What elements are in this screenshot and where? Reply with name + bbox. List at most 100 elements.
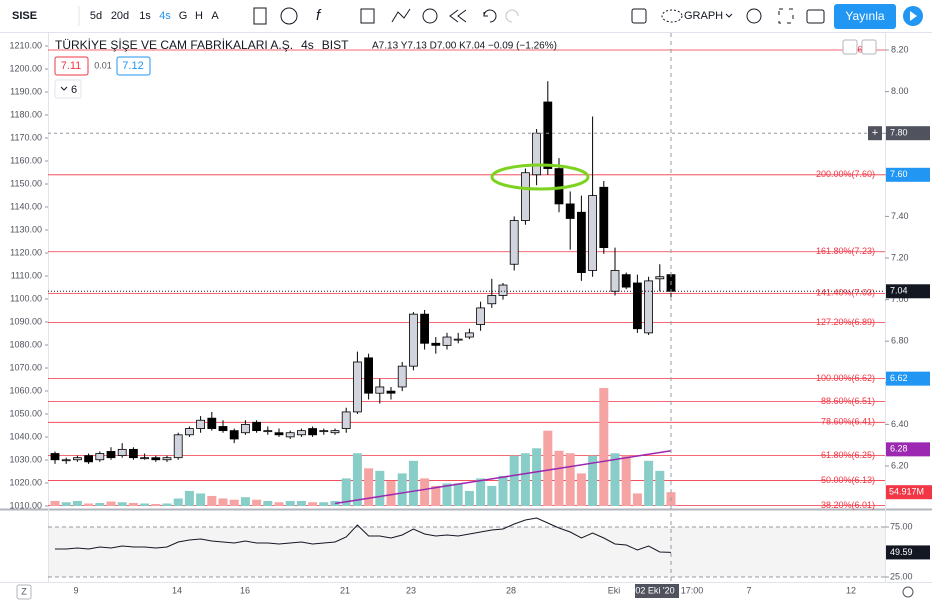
undo-icon[interactable] <box>483 9 497 23</box>
chart-type-button[interactable]: H <box>195 10 203 22</box>
candle-body <box>509 220 519 265</box>
indicators-count: 6 <box>71 84 77 96</box>
volume-bar <box>520 453 530 506</box>
left-tick-label: 1200.00 <box>9 63 42 73</box>
candle-body <box>50 453 60 461</box>
volume-bar <box>599 388 609 506</box>
volume-bar <box>397 473 407 506</box>
volume-bar <box>61 502 71 506</box>
volume-bar <box>140 503 150 506</box>
price-tag-label: 6.62 <box>890 373 908 383</box>
legend-exchange: BIST <box>322 38 349 52</box>
candle-body <box>532 132 541 176</box>
left-tick-label: 1040.00 <box>9 431 42 441</box>
rsi-tag <box>886 545 930 560</box>
redo-icon[interactable] <box>505 9 519 23</box>
volume-bar <box>442 483 452 506</box>
price-tag <box>886 371 930 386</box>
candle-body <box>408 313 418 367</box>
time-label: 02 Eki '20 <box>635 585 674 595</box>
candle-body <box>633 282 642 330</box>
interval-button[interactable]: 4s <box>159 10 171 22</box>
interval-button[interactable]: 20d <box>111 10 129 22</box>
play-icon <box>910 11 917 21</box>
ask-box[interactable] <box>116 56 151 76</box>
volume-bar <box>364 468 374 506</box>
volume-bar <box>173 498 183 506</box>
add-button[interactable] <box>868 126 882 141</box>
axis-settings-icon[interactable] <box>902 586 914 598</box>
volume-bar <box>95 502 105 506</box>
y-tick-label: 6.20 <box>891 460 909 470</box>
price-tag-label: 7.60 <box>890 169 908 179</box>
candle-body <box>196 419 206 429</box>
fx-icon[interactable]: f <box>316 7 322 24</box>
time-label: 12 <box>846 585 856 595</box>
graph-label[interactable]: GRAPH <box>684 10 723 22</box>
scale-button[interactable] <box>842 39 858 55</box>
symbol[interactable]: SISE <box>12 10 37 22</box>
volume-bar <box>285 500 295 506</box>
fib-label: 161.80%(7.23) <box>816 246 875 256</box>
add-icon[interactable] <box>280 7 298 25</box>
volume-tag-label: 54.917M <box>889 487 924 497</box>
y-tick-label: 7.40 <box>891 211 909 221</box>
candle-body <box>442 336 452 346</box>
rsi-line <box>55 517 672 553</box>
candle-body <box>397 365 407 388</box>
chart-type-button[interactable]: A <box>211 10 219 22</box>
candle-body <box>84 455 93 463</box>
chevron <box>725 13 733 18</box>
settings-icon[interactable] <box>746 8 762 24</box>
volume-bar <box>319 502 329 506</box>
candle-body <box>229 430 239 440</box>
left-tick-label: 1180.00 <box>10 109 42 119</box>
candle-icon[interactable] <box>253 7 267 25</box>
bid-box[interactable] <box>54 56 89 76</box>
left-tick-label: 1020.00 <box>9 477 42 487</box>
volume-bar <box>330 500 340 506</box>
candle-body <box>577 211 586 273</box>
indicators-toggle[interactable] <box>54 79 82 99</box>
legend-interval: 4s <box>301 38 314 52</box>
cloud-icon[interactable] <box>661 9 683 23</box>
candle-body <box>308 428 318 436</box>
replay-icon[interactable] <box>449 9 467 23</box>
volume-bar <box>341 478 351 506</box>
zoom-button[interactable] <box>16 584 32 600</box>
alert-icon[interactable] <box>422 8 438 24</box>
volume-bar <box>352 453 362 506</box>
indicator-icon[interactable] <box>360 8 375 24</box>
candle-body <box>476 307 486 325</box>
compare-icon[interactable] <box>391 8 411 23</box>
fullscreen-icon[interactable] <box>778 8 794 24</box>
y-tick-label: 7.00 <box>891 294 909 304</box>
volume-bar <box>229 499 239 506</box>
candle-body <box>61 459 71 462</box>
interval-button[interactable]: 1s <box>139 10 151 22</box>
volume-bar <box>252 499 262 506</box>
volume-bar <box>554 450 564 506</box>
layout-icon[interactable] <box>631 8 647 24</box>
candle-body <box>588 195 597 271</box>
volume-bar <box>610 453 620 506</box>
left-tick-label: 1110.00 <box>11 270 42 280</box>
candle-body <box>95 453 105 461</box>
scale-button[interactable] <box>861 39 877 55</box>
candle-body <box>117 448 127 456</box>
volume-bar <box>162 503 172 506</box>
volume-bar <box>296 500 306 506</box>
volume-bar <box>184 490 194 506</box>
legend-symbol: TÜRKİYE ŞİŞE VE CAM FABRİKALARI A.Ş. <box>55 38 293 52</box>
publish-button[interactable] <box>834 4 896 29</box>
snapshot-icon[interactable] <box>806 9 825 24</box>
interval-button[interactable]: 5d <box>90 10 102 22</box>
volume-bar <box>72 500 82 506</box>
chart-type-button[interactable]: G <box>179 10 188 22</box>
legend-ohlc: A7.13 Y7.13 D7.00 K7.04 −0.09 (−1.26%) <box>372 41 557 52</box>
y-tick-label: 8.00 <box>891 86 909 96</box>
price-tag-label: 7.04 <box>890 286 908 296</box>
left-tick-label: 1010.00 <box>9 500 42 510</box>
rsi-band <box>49 527 885 577</box>
